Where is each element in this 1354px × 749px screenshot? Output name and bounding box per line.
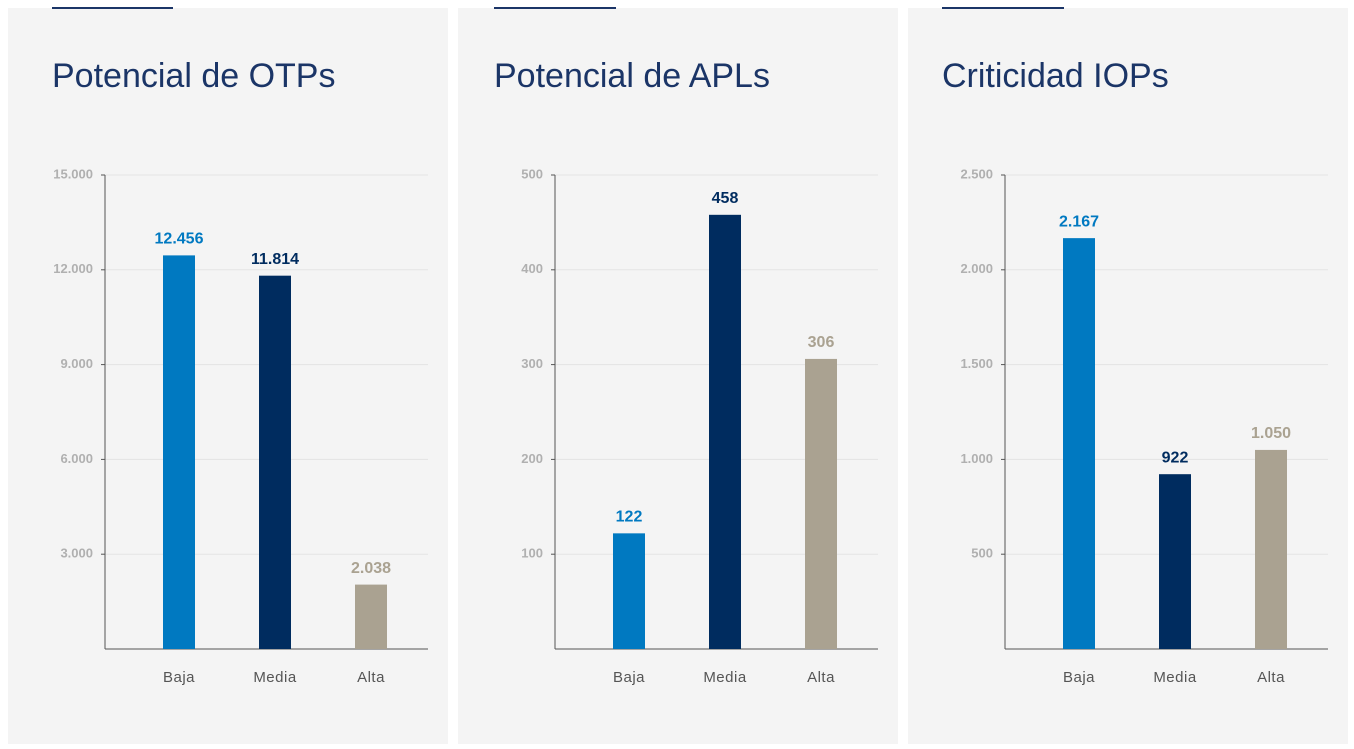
data-label: 2.038 (351, 560, 391, 577)
data-label: 306 (808, 334, 835, 351)
chart-title: Criticidad IOPs (942, 57, 1169, 95)
y-tick-label: 6.000 (60, 451, 93, 466)
chart-title: Potencial de OTPs (52, 57, 335, 95)
y-tick-label: 300 (521, 356, 543, 371)
y-tick-label: 500 (971, 546, 993, 561)
y-tick-label: 400 (521, 261, 543, 276)
chart-title: Potencial de APLs (494, 57, 770, 95)
x-tick-label: Baja (613, 669, 645, 686)
y-tick-label: 1.500 (960, 356, 993, 371)
y-tick-label: 100 (521, 546, 543, 561)
data-label: 1.050 (1251, 425, 1291, 442)
bar (613, 533, 645, 649)
y-tick-label: 2.500 (960, 166, 993, 181)
x-tick-label: Alta (357, 669, 385, 686)
y-tick-label: 500 (521, 166, 543, 181)
bar (1159, 474, 1191, 649)
bar (805, 358, 837, 649)
bar (259, 275, 291, 649)
data-label: 122 (616, 509, 643, 526)
bar (355, 584, 387, 649)
x-tick-label: Media (253, 669, 297, 686)
data-label: 458 (712, 190, 739, 207)
x-tick-label: Media (703, 669, 747, 686)
data-label: 922 (1162, 449, 1189, 466)
x-tick-label: Baja (1063, 669, 1095, 686)
y-tick-label: 2.000 (960, 261, 993, 276)
data-label: 2.167 (1059, 213, 1099, 230)
bar (1063, 238, 1095, 650)
x-tick-label: Media (1153, 669, 1197, 686)
y-tick-label: 12.000 (53, 261, 93, 276)
bar (1255, 449, 1287, 649)
data-label: 11.814 (251, 251, 299, 268)
x-tick-label: Alta (1257, 669, 1285, 686)
x-tick-label: Baja (163, 669, 195, 686)
x-tick-label: Alta (807, 669, 835, 686)
bar (709, 214, 741, 650)
y-tick-label: 9.000 (60, 356, 93, 371)
y-tick-label: 15.000 (53, 166, 93, 181)
data-label: 12.456 (155, 231, 204, 248)
y-tick-label: 1.000 (960, 451, 993, 466)
y-tick-label: 3.000 (60, 546, 93, 561)
bar (163, 255, 195, 650)
y-tick-label: 200 (521, 451, 543, 466)
